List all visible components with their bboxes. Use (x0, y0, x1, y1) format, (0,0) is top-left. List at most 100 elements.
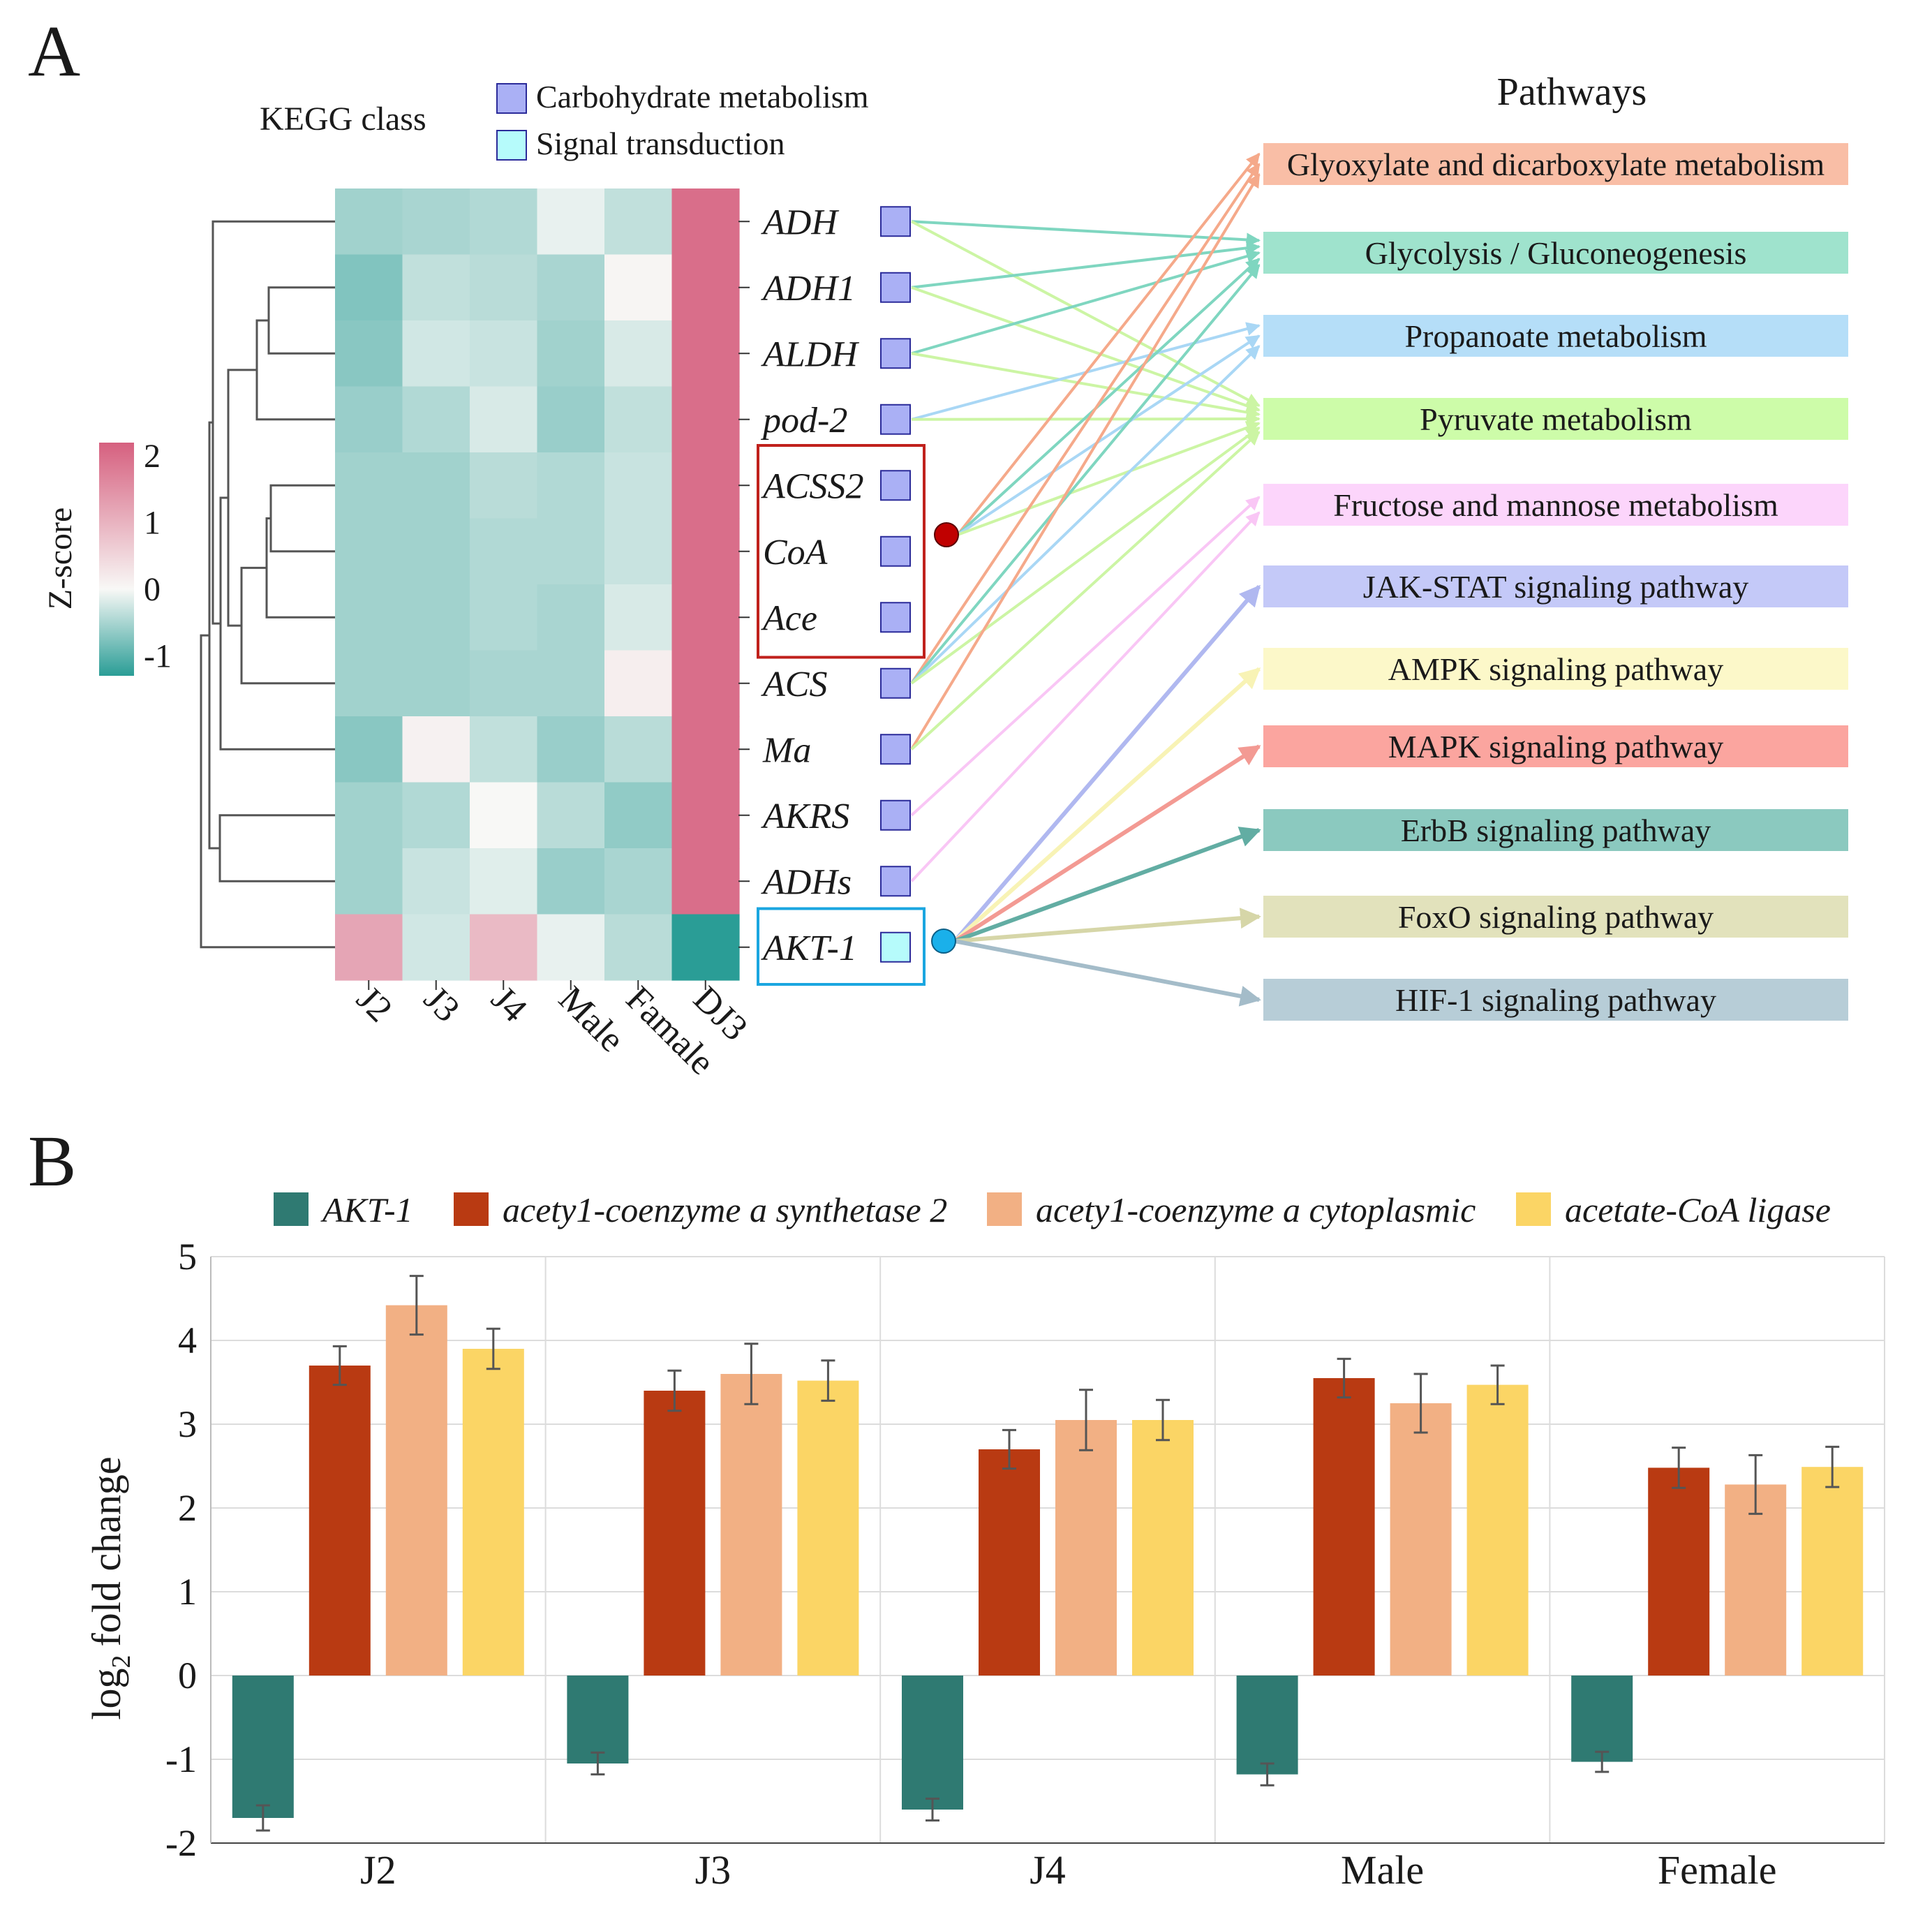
heatmap-cell (671, 518, 740, 585)
heatmap-cell (537, 848, 605, 915)
heatmap-cell (671, 848, 740, 915)
legend-swatch (1516, 1192, 1551, 1226)
gene-pathway-links (910, 152, 1261, 1007)
akt-group-box (757, 907, 926, 986)
heatmap-cell (402, 716, 470, 783)
pathway-box (1263, 896, 1848, 938)
dendrogram-branch (211, 220, 335, 625)
gene-label: pod-2 (760, 401, 847, 441)
legend-label: AKT-1 (320, 1190, 413, 1229)
bar (979, 1449, 1040, 1676)
heatmap-cell (402, 452, 470, 519)
bar (385, 1305, 447, 1676)
pathway-label: Glyoxylate and dicarboxylate metabolism (1287, 147, 1825, 182)
kegg-legend-label: Signal transduction (536, 126, 785, 161)
pathway-label: ErbB signaling pathway (1401, 813, 1711, 848)
heatmap-cell (402, 782, 470, 849)
heatmap-cell (537, 584, 605, 651)
bar (1055, 1420, 1117, 1676)
gene-labels: ADH ADH1 ALDH pod-2 ACSS2 CoA Ace ACS Ma AKRS ADHs… (738, 202, 911, 968)
heatmap-cell (537, 386, 605, 453)
heatmap-cell (604, 518, 673, 585)
gene-pathway-link (953, 584, 1261, 942)
pathway-label: JAK-STAT signaling pathway (1363, 569, 1749, 605)
heatmap-cell (470, 188, 538, 256)
heatmap-cell (604, 650, 673, 717)
kegg-legend-swatch (496, 130, 527, 161)
gene-pathway-link (911, 220, 1261, 247)
heatmap-cell (671, 782, 740, 849)
y-tick-label: 5 (178, 1236, 197, 1278)
bar (1390, 1403, 1452, 1676)
gene-class-box (880, 272, 911, 303)
heatmap-cell (402, 188, 470, 256)
heatmap-cell (470, 386, 538, 453)
x-tick-label: J4 (1030, 1847, 1066, 1893)
heatmap-cell (335, 452, 403, 519)
heatmap-cell (335, 584, 403, 651)
bar (1466, 1384, 1529, 1676)
panel-b-label: B (28, 1121, 76, 1201)
bar (1801, 1467, 1864, 1676)
bar (797, 1380, 859, 1676)
heatmap-cell (335, 914, 403, 981)
kegg-legend-label: Carbohydrate metabolism (536, 79, 869, 114)
pathways-title: Pathways (1497, 71, 1647, 114)
heatmap-cell (470, 584, 538, 651)
column-label: J3 (416, 979, 467, 1030)
bar (1132, 1420, 1194, 1676)
zscore-tick-label: 2 (144, 438, 161, 475)
heatmap-cell (604, 188, 673, 256)
zscore-legend: Z-score 2 1 0 -1 (42, 438, 172, 676)
gene-pathway-link (910, 345, 1261, 685)
gene-class-box (880, 338, 911, 369)
y-tick-label: 3 (178, 1403, 197, 1445)
heatmap-cell (470, 716, 538, 783)
heatmap-cell (335, 650, 403, 717)
panel-a-label: A (28, 11, 80, 91)
acs-group-dot (934, 522, 959, 547)
legend-swatch (274, 1192, 309, 1226)
heatmap-cell (402, 518, 470, 585)
gene-class-box (880, 667, 911, 699)
heatmap-cell (335, 716, 403, 783)
pathway-label: HIF-1 signaling pathway (1395, 982, 1716, 1018)
heatmap-cell (671, 386, 740, 453)
heatmap-cell (537, 452, 605, 519)
gene-pathway-link (956, 258, 1261, 536)
heatmap-cell (604, 452, 673, 519)
legend-swatch (454, 1192, 489, 1226)
heatmap-cell (402, 914, 470, 981)
heatmap-cell (470, 914, 538, 981)
zscore-tick-label: -1 (144, 637, 172, 674)
heatmap-cell (537, 914, 605, 981)
heatmap-cell (671, 584, 740, 651)
gene-label: ACSS2 (761, 466, 863, 506)
bar (720, 1374, 782, 1676)
bar-axes: -2 -1 0 1 2 3 4 5 J2 J3 J4 Male Female (165, 1236, 1885, 1893)
heatmap (335, 188, 740, 981)
heatmap-cell (402, 584, 470, 651)
pathway-label: MAPK signaling pathway (1388, 729, 1723, 764)
gene-pathway-link (911, 286, 1261, 413)
pathway-boxes: Glyoxylate and dicarboxylate metabolism G… (1263, 143, 1848, 1021)
gene-pathway-link (911, 220, 1261, 407)
gene-label: ADHs (761, 862, 852, 902)
gene-pathway-link (953, 744, 1261, 943)
y-tick-label: 0 (178, 1655, 197, 1696)
heatmap-cell (671, 188, 740, 256)
heatmap-cell (604, 320, 673, 387)
gene-pathway-link (910, 496, 1261, 817)
gene-class-box (880, 866, 911, 897)
column-label: J2 (349, 979, 400, 1030)
akt-group-dot (931, 929, 956, 954)
heatmap-cell (671, 650, 740, 717)
kegg-class-title: KEGG class (260, 101, 426, 138)
gene-pathway-link (910, 426, 1261, 685)
pathway-label: AMPK signaling pathway (1388, 651, 1723, 687)
heatmap-cell (537, 650, 605, 717)
x-tick-label: J2 (360, 1847, 396, 1893)
pathway-label: FoxO signaling pathway (1398, 899, 1714, 935)
gene-pathway-link (956, 334, 1261, 536)
bar (1236, 1676, 1298, 1775)
